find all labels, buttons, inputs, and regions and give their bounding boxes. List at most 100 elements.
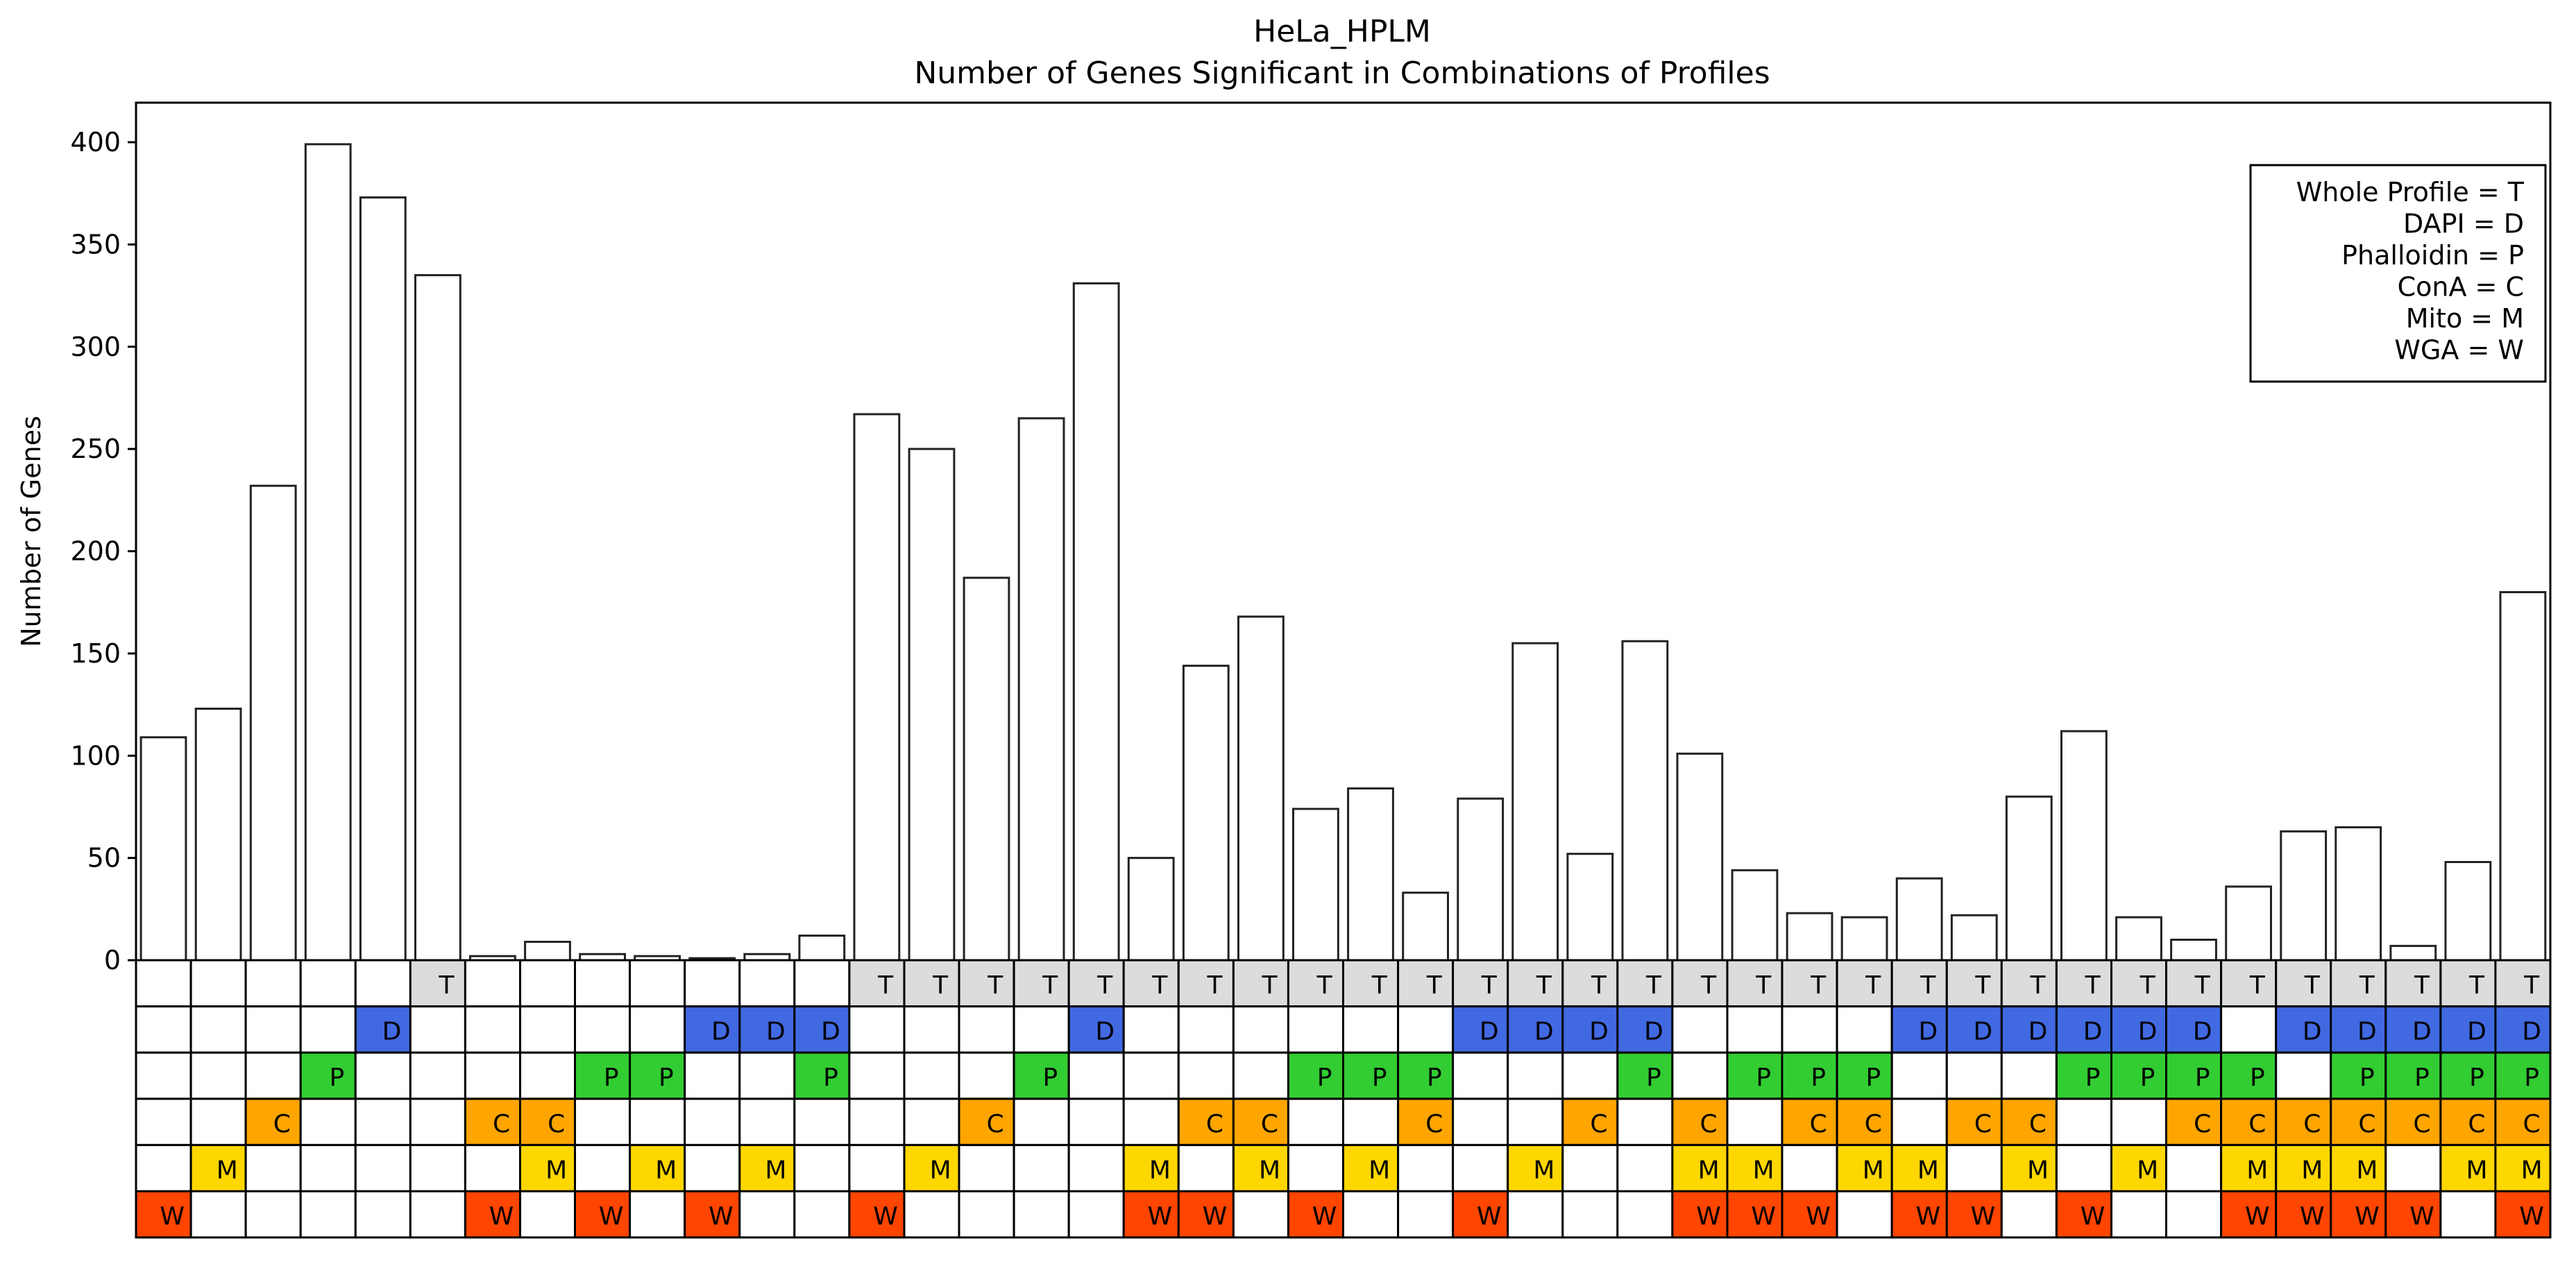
matrix-cell-M-10 <box>684 1143 741 1193</box>
matrix-label-D: D <box>821 1018 840 1046</box>
bar-TM <box>908 447 956 962</box>
matrix-cell-D-2 <box>244 1005 302 1054</box>
matrix-cell-M-5 <box>409 1143 466 1193</box>
matrix-cell-M-3 <box>299 1143 357 1193</box>
matrix-label-M: M <box>545 1156 567 1184</box>
matrix-cell-T-30 <box>1781 959 1838 1008</box>
bar-TDPW <box>2060 730 2108 962</box>
matrix-label-M: M <box>2301 1156 2323 1184</box>
matrix-cell-W-23 <box>1397 1190 1455 1239</box>
matrix-cell-D-39 <box>2275 1005 2332 1054</box>
matrix-cell-T-16 <box>1012 959 1070 1008</box>
y-tick-label: 400 <box>70 127 121 157</box>
matrix-cell-M-7 <box>519 1143 577 1193</box>
bar-TDP <box>1621 640 1669 962</box>
matrix-label-C: C <box>2358 1110 2375 1139</box>
matrix-cell-T-36 <box>2110 959 2168 1008</box>
matrix-cell-C-32 <box>1890 1098 1948 1146</box>
matrix-cell-W-26 <box>1561 1190 1619 1239</box>
matrix-cell-C-34 <box>2000 1098 2058 1146</box>
matrix-cell-C-36 <box>2110 1098 2168 1146</box>
matrix-cell-P-22 <box>1342 1051 1400 1100</box>
matrix-label-T: T <box>1645 971 1662 1000</box>
matrix-cell-P-43 <box>2494 1051 2552 1100</box>
bar-M <box>194 708 242 962</box>
matrix-cell-P-5 <box>409 1051 466 1100</box>
matrix-cell-D-13 <box>848 1005 906 1054</box>
matrix-label-T: T <box>1262 971 1278 1000</box>
matrix-cell-W-15 <box>958 1190 1015 1239</box>
matrix-cell-P-34 <box>2000 1051 2058 1100</box>
y-axis-label: Number of Genes <box>16 416 46 647</box>
matrix-label-D: D <box>1095 1018 1115 1046</box>
matrix-cell-T-38 <box>2220 959 2278 1008</box>
matrix-cell-W-5 <box>409 1190 466 1239</box>
matrix-cell-T-31 <box>1836 959 1893 1008</box>
matrix-cell-P-36 <box>2110 1051 2168 1100</box>
matrix-cell-P-17 <box>1067 1051 1125 1100</box>
matrix-cell-P-4 <box>354 1051 412 1100</box>
matrix-cell-D-6 <box>464 1005 522 1054</box>
legend-entry: DAPI = D <box>2403 209 2524 239</box>
matrix-label-C: C <box>548 1110 565 1139</box>
matrix-label-M: M <box>2356 1156 2378 1184</box>
matrix-cell-D-5 <box>409 1005 466 1054</box>
matrix-label-W: W <box>599 1202 624 1231</box>
matrix-cell-T-17 <box>1067 959 1125 1008</box>
matrix-label-T: T <box>1920 971 1936 1000</box>
plot-frame <box>135 101 2552 962</box>
bar-DP <box>798 935 846 962</box>
matrix-label-T: T <box>2139 971 2156 1000</box>
matrix-label-C: C <box>2194 1110 2211 1139</box>
matrix-cell-W-37 <box>2165 1190 2223 1239</box>
matrix-label-M: M <box>655 1156 677 1184</box>
matrix-cell-T-8 <box>574 959 632 1008</box>
matrix-cell-P-15 <box>958 1051 1015 1100</box>
matrix-label-P: P <box>2414 1064 2430 1092</box>
matrix-label-D: D <box>2357 1018 2377 1046</box>
bar-TDMW <box>1895 877 1943 962</box>
matrix-cell-W-11 <box>738 1190 796 1239</box>
matrix-label-M: M <box>1368 1156 1390 1184</box>
matrix-label-D: D <box>2467 1018 2486 1046</box>
matrix-cell-T-7 <box>519 959 577 1008</box>
bar-TDPCMW <box>2334 826 2382 962</box>
matrix-label-P: P <box>823 1064 838 1092</box>
matrix-cell-P-20 <box>1232 1051 1290 1100</box>
bar-TC <box>963 577 1010 962</box>
matrix-label-W: W <box>1806 1202 1831 1231</box>
bar-TDM <box>1511 642 1559 962</box>
matrix-label-P: P <box>1646 1064 1661 1092</box>
matrix-cell-D-12 <box>793 1005 851 1054</box>
matrix-label-W: W <box>709 1202 734 1231</box>
matrix-cell-W-4 <box>354 1190 412 1239</box>
matrix-label-D: D <box>2522 1018 2541 1046</box>
matrix-label-T: T <box>1974 971 1991 1000</box>
matrix-cell-D-21 <box>1287 1005 1345 1054</box>
matrix-label-D: D <box>1919 1018 1938 1046</box>
matrix-cell-M-8 <box>574 1143 632 1193</box>
matrix-label-T: T <box>877 971 894 1000</box>
matrix-cell-T-14 <box>903 959 960 1008</box>
matrix-cell-D-32 <box>1890 1005 1948 1054</box>
bar-T <box>414 274 461 962</box>
matrix-cell-P-7 <box>519 1051 577 1100</box>
matrix-cell-D-29 <box>1726 1005 1783 1054</box>
matrix-cell-T-28 <box>1671 959 1729 1008</box>
matrix-cell-T-29 <box>1726 959 1783 1008</box>
matrix-cell-M-0 <box>135 1143 192 1193</box>
matrix-cell-P-0 <box>135 1051 192 1100</box>
matrix-label-T: T <box>1536 971 1552 1000</box>
bar-TD <box>1072 282 1120 962</box>
matrix-cell-W-8 <box>574 1190 632 1239</box>
matrix-cell-P-14 <box>903 1051 960 1100</box>
matrix-cell-T-3 <box>299 959 357 1008</box>
matrix-cell-D-10 <box>684 1005 741 1054</box>
matrix-label-T: T <box>2523 971 2540 1000</box>
matrix-label-C: C <box>1261 1110 1278 1139</box>
matrix-cell-D-7 <box>519 1005 577 1054</box>
matrix-cell-M-25 <box>1507 1143 1564 1193</box>
matrix-cell-T-27 <box>1616 959 1674 1008</box>
matrix-cell-W-20 <box>1232 1190 1290 1239</box>
